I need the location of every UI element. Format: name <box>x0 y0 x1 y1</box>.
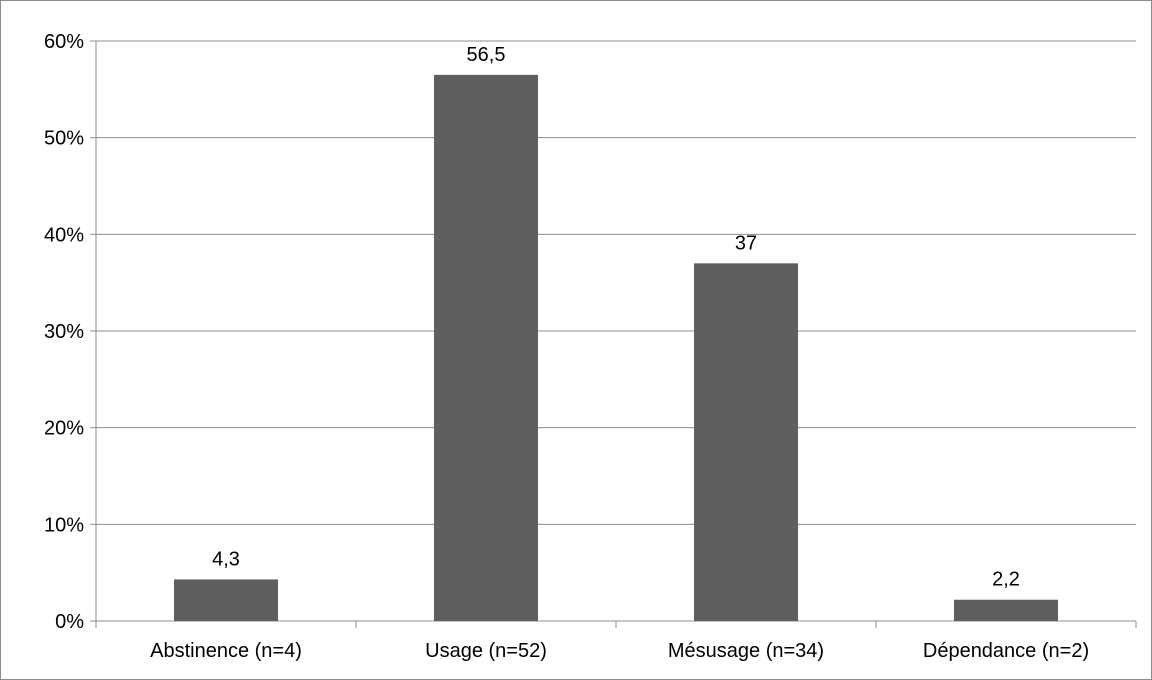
x-axis-ticks: Abstinence (n=4) Usage (n=52) Mésusage (n=… <box>150 640 1089 662</box>
data-label: 4,3 <box>212 548 240 570</box>
x-tick-label: Mésusage (n=34) <box>668 640 824 662</box>
y-tick-label: 40% <box>44 224 84 246</box>
y-tick-label: 10% <box>44 514 84 536</box>
x-tick-label: Usage (n=52) <box>425 640 547 662</box>
y-tick-label: 20% <box>44 418 84 440</box>
data-label: 56,5 <box>467 44 506 66</box>
bars <box>174 74 1058 622</box>
y-axis-ticks: 0% 10% 20% 30% 40% 50% 60% <box>44 31 84 633</box>
y-tick-label: 60% <box>44 31 84 53</box>
axes <box>90 40 1137 628</box>
bar <box>434 74 538 622</box>
bar <box>954 599 1058 621</box>
bar <box>174 579 278 621</box>
y-tick-label: 50% <box>44 128 84 150</box>
data-label: 2,2 <box>992 569 1020 591</box>
bar <box>694 263 798 621</box>
gridlines <box>96 40 1136 525</box>
y-tick-label: 0% <box>55 611 84 633</box>
data-label: 37 <box>735 232 757 254</box>
y-tick-label: 30% <box>44 321 84 343</box>
x-tick-label: Abstinence (n=4) <box>150 640 302 662</box>
data-labels: 4,3 56,5 37 2,2 <box>212 44 1020 591</box>
x-tick-label: Dépendance (n=2) <box>923 640 1089 662</box>
